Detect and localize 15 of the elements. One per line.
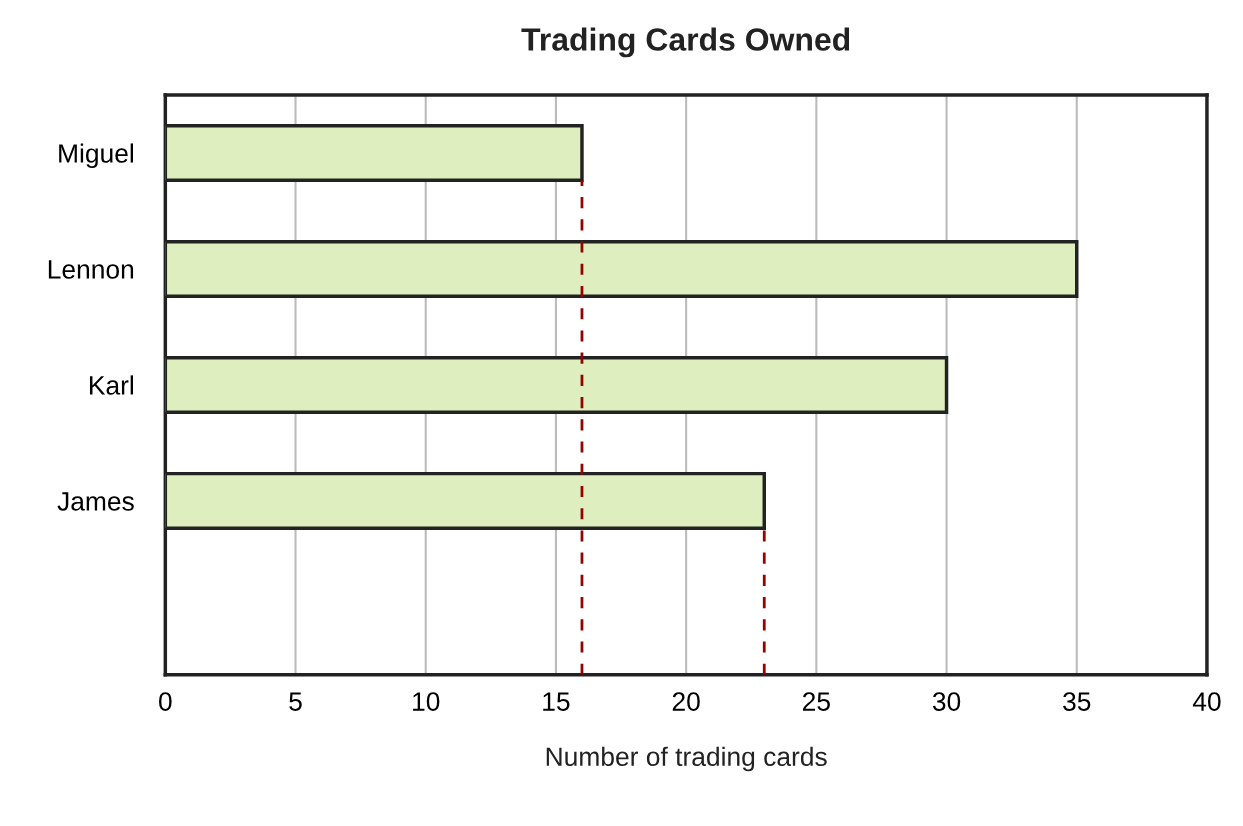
x-tick-label: 35 — [1063, 692, 1091, 711]
chart-title: Trading Cards Owned — [521, 27, 850, 58]
y-tick-label: Miguel — [59, 143, 133, 169]
y-tick-label: James — [57, 492, 134, 511]
x-tick-label: 10 — [413, 692, 440, 711]
y-tick-label: Lennon — [48, 260, 134, 279]
x-tick-label: 40 — [1192, 692, 1221, 711]
x-tick-label: 5 — [289, 692, 302, 711]
x-tick-label: 20 — [672, 692, 700, 711]
x-axis-title: Number of trading cards — [546, 746, 827, 772]
y-tick-label: Karl — [90, 375, 133, 395]
x-tick-label: 30 — [932, 692, 961, 711]
x-tick-label: 0 — [159, 692, 172, 711]
x-tick-label: 25 — [802, 692, 830, 711]
x-tick-label: 15 — [543, 692, 570, 711]
